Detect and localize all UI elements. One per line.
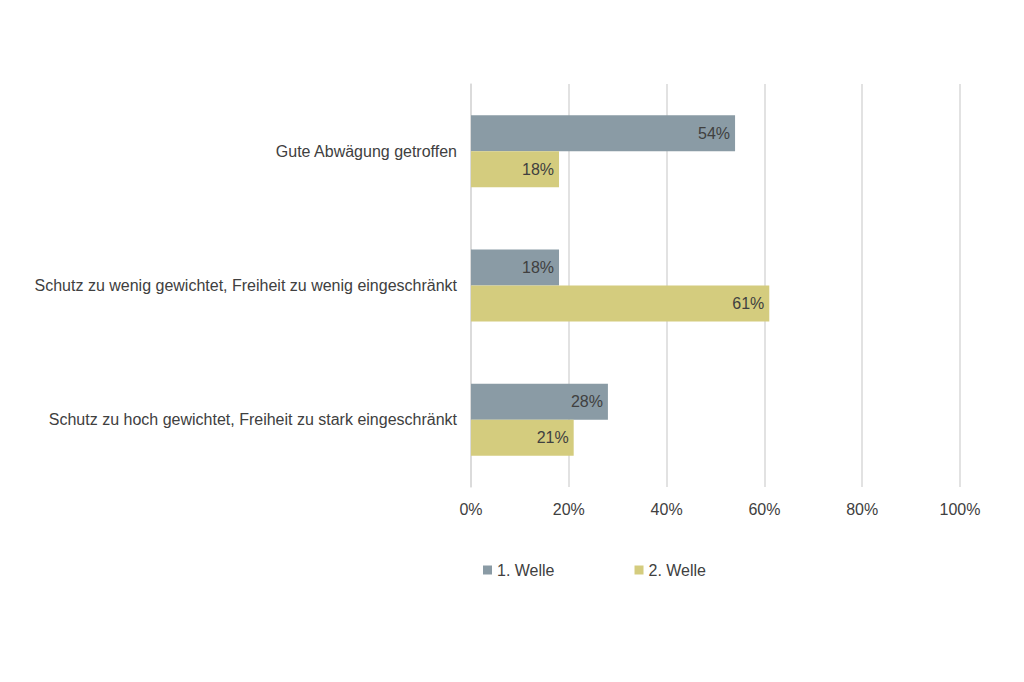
svg-text:18%: 18%: [522, 259, 554, 276]
svg-text:0%: 0%: [459, 501, 482, 518]
svg-text:54%: 54%: [698, 125, 730, 142]
svg-text:2. Welle: 2. Welle: [649, 562, 707, 579]
svg-text:Schutz zu wenig gewichtet, Fre: Schutz zu wenig gewichtet, Freiheit zu w…: [35, 277, 458, 294]
svg-text:1. Welle: 1. Welle: [497, 562, 555, 579]
svg-text:40%: 40%: [651, 501, 683, 518]
svg-text:80%: 80%: [846, 501, 878, 518]
svg-text:18%: 18%: [522, 161, 554, 178]
svg-text:28%: 28%: [571, 393, 603, 410]
svg-text:Gute Abwägung getroffen: Gute Abwägung getroffen: [276, 143, 457, 160]
svg-text:21%: 21%: [537, 429, 569, 446]
svg-text:60%: 60%: [748, 501, 780, 518]
svg-text:61%: 61%: [732, 295, 764, 312]
svg-text:100%: 100%: [940, 501, 981, 518]
svg-text:20%: 20%: [553, 501, 585, 518]
svg-text:Schutz zu hoch gewichtet, Frei: Schutz zu hoch gewichtet, Freiheit zu st…: [49, 411, 458, 428]
